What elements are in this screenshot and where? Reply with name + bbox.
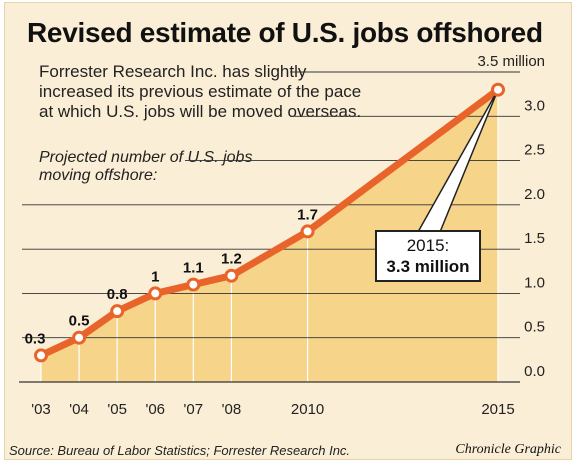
y-tick-label: 2.0	[524, 186, 545, 203]
x-tick-label: 2010	[291, 401, 324, 418]
y-tick-label: 3.5 million	[477, 53, 545, 70]
x-tick-label: '08	[222, 401, 242, 418]
chart-subtitle: Forrester Research Inc. has slightly inc…	[39, 62, 362, 121]
x-tick-label: '06	[145, 401, 165, 418]
data-point	[72, 330, 87, 345]
x-tick-label: '04	[69, 401, 89, 418]
data-label: 0.8	[107, 286, 128, 303]
series-line-layer	[37, 86, 502, 359]
data-label: 0.3	[25, 330, 46, 347]
data-point	[300, 224, 315, 239]
data-point	[110, 304, 125, 319]
data-label: 1.7	[297, 206, 318, 223]
data-label: 1	[151, 268, 159, 285]
callout-value: 3.3 million	[386, 257, 470, 276]
source-note: Source: Bureau of Labor Statistics; Forr…	[9, 443, 351, 458]
x-tick-label: '05	[107, 401, 127, 418]
y-tick-label: 3.0	[524, 97, 545, 114]
data-labels: 0.3 0.5 0.8 1 1.1 1.2 1.7	[25, 206, 318, 347]
y-tick-label: 1.0	[524, 274, 545, 291]
data-point	[34, 348, 48, 363]
data-point	[186, 277, 201, 292]
data-point	[148, 286, 163, 301]
data-point	[224, 268, 239, 283]
y-tick-label: 0.0	[524, 363, 545, 380]
callout-2015: 2015: 3.3 million	[375, 230, 481, 282]
data-points	[34, 82, 505, 363]
y-tick-label: 2.5	[524, 142, 545, 159]
x-tick-label: 2015	[481, 401, 514, 418]
data-label: 0.5	[69, 313, 90, 330]
series-line	[37, 86, 502, 359]
y-tick-label: 0.5	[524, 319, 545, 336]
data-label: 1.2	[221, 251, 242, 268]
callout-year: 2015:	[406, 236, 450, 255]
x-axis-ticks: '03 '04 '05 '06 '07 '08 2010 2015	[31, 401, 514, 418]
x-tick-label: '07	[184, 401, 204, 418]
chart-description: Projected number of U.S. jobs moving off…	[39, 149, 253, 184]
y-tick-label: 1.5	[524, 230, 545, 247]
credit-line: Chronicle Graphic	[455, 442, 561, 457]
chart-title: Revised estimate of U.S. jobs offshored	[27, 17, 543, 48]
data-label: 1.1	[183, 260, 204, 277]
x-tick-label: '03	[31, 401, 51, 418]
y-axis-ticks: 0.0 0.5 1.0 1.5 2.0 2.5 3.0 3.5 million	[477, 53, 545, 380]
data-point	[491, 82, 505, 97]
